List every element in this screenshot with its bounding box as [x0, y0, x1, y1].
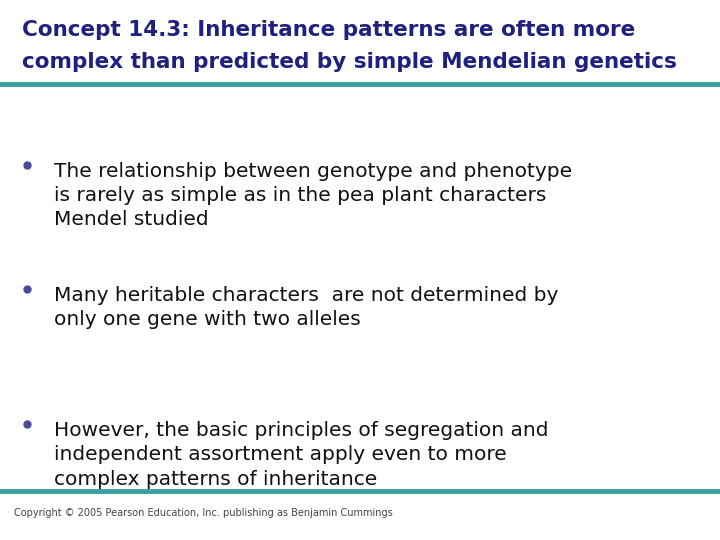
Text: Many heritable characters  are not determined by
only one gene with two alleles: Many heritable characters are not determ… [54, 286, 559, 329]
Text: However, the basic principles of segregation and
independent assortment apply ev: However, the basic principles of segrega… [54, 421, 549, 489]
Text: Concept 14.3: Inheritance patterns are often more: Concept 14.3: Inheritance patterns are o… [22, 19, 635, 40]
Text: The relationship between genotype and phenotype
is rarely as simple as in the pe: The relationship between genotype and ph… [54, 162, 572, 230]
Text: complex than predicted by simple Mendelian genetics: complex than predicted by simple Mendeli… [22, 52, 677, 72]
Text: Copyright © 2005 Pearson Education, Inc. publishing as Benjamin Cummings: Copyright © 2005 Pearson Education, Inc.… [14, 508, 393, 518]
